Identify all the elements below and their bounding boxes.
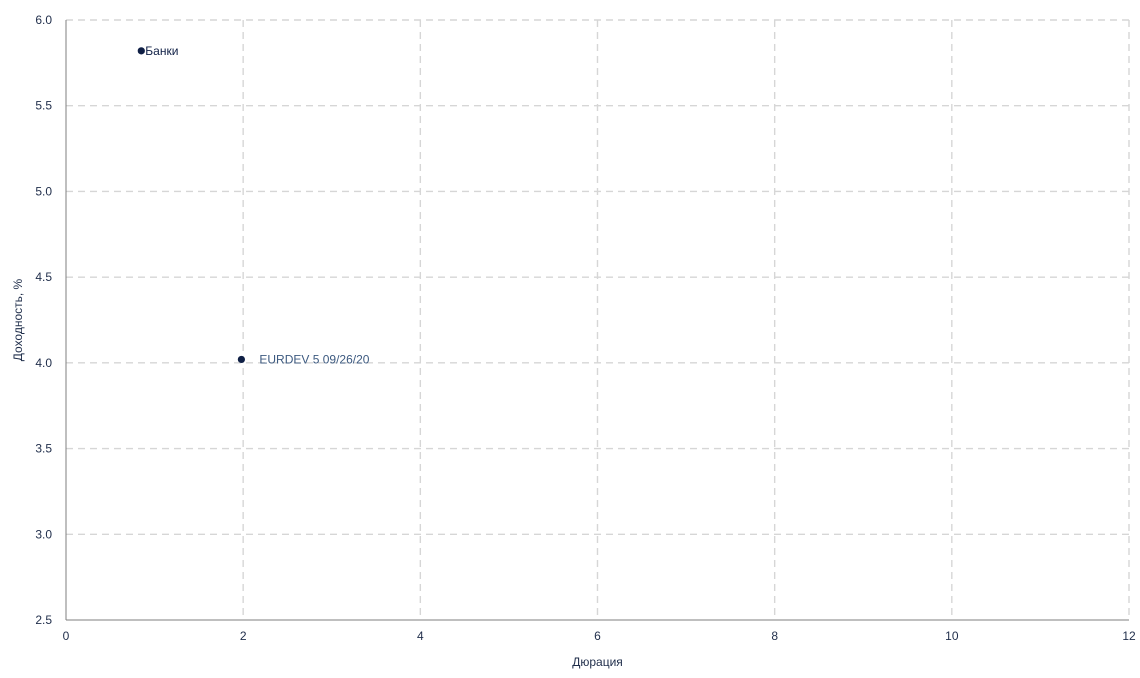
y-tick-label: 4.5 <box>35 270 52 284</box>
x-axis-title: Дюрация <box>572 655 623 669</box>
y-tick-label: 4.0 <box>35 356 52 370</box>
x-tick-label: 2 <box>240 629 247 643</box>
y-tick-label: 3.5 <box>35 442 52 456</box>
y-tick-label: 6.0 <box>35 13 52 27</box>
y-tick-label: 2.5 <box>35 613 52 627</box>
data-points: Банки EURDEV 5 09/26/20 <box>137 44 370 366</box>
y-tick-labels: 2.5 3.0 3.5 4.0 4.5 5.0 5.5 6.0 <box>35 13 52 627</box>
x-tick-labels: 0 2 4 6 8 10 12 <box>63 629 1136 643</box>
y-axis-title: Доходность, % <box>11 278 25 361</box>
y-tick-label: 5.0 <box>35 184 52 198</box>
y-tick-label: 3.0 <box>35 527 52 541</box>
x-tick-label: 10 <box>945 629 959 643</box>
y-tick-label: 5.5 <box>35 99 52 113</box>
x-tick-label: 4 <box>417 629 424 643</box>
x-tick-label: 12 <box>1122 629 1136 643</box>
x-tick-label: 6 <box>594 629 601 643</box>
data-point <box>137 47 145 55</box>
x-tick-label: 8 <box>771 629 778 643</box>
grid <box>66 19 1130 620</box>
point-label: Банки <box>145 44 178 58</box>
x-tick-label: 0 <box>63 629 70 643</box>
point-label: EURDEV 5 09/26/20 <box>259 352 369 366</box>
data-point <box>237 355 245 364</box>
